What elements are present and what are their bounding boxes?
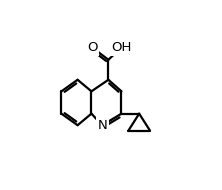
Text: OH: OH (111, 41, 132, 54)
Text: N: N (97, 119, 107, 132)
Text: O: O (87, 41, 97, 54)
